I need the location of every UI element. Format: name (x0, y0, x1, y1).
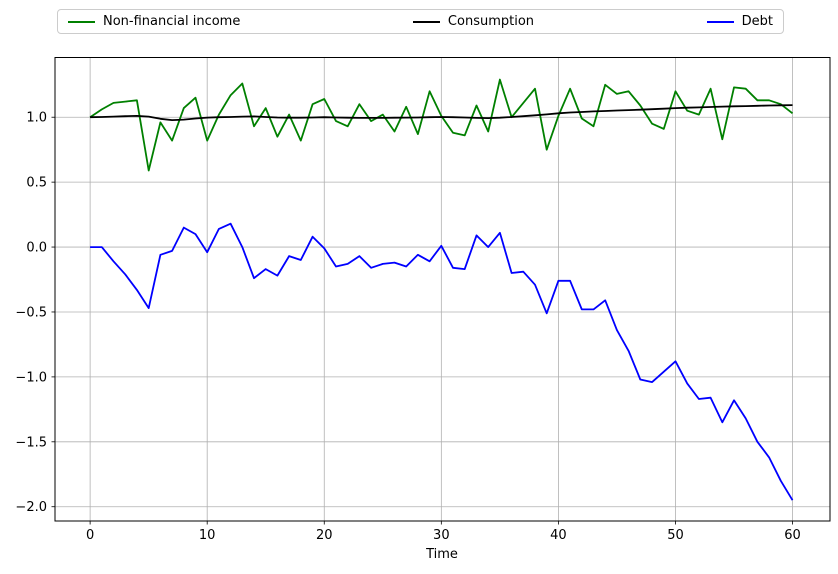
x-axis-title: Time (425, 547, 458, 562)
x-tick-label: 20 (316, 528, 333, 543)
y-tick-label: −0.5 (15, 305, 47, 320)
x-tick-label: 10 (199, 528, 216, 543)
y-tick-label: 0.5 (26, 176, 47, 191)
x-tick-label: 30 (433, 528, 450, 543)
y-tick-label: 1.0 (26, 111, 47, 126)
x-tick-label: 0 (86, 528, 94, 543)
legend: Non-financial income Consumption Debt (57, 9, 784, 34)
x-tick-label: 50 (667, 528, 684, 543)
series-line-consumption (90, 104, 793, 121)
axis-ticks: 0 10 20 30 40 50 60 1.0 0.5 0.0 −0.5 −1.0 −1.5 −2.0 (15, 111, 800, 543)
x-tick-label: 40 (550, 528, 567, 543)
legend-label: Consumption (447, 14, 535, 29)
y-tick-label: −1.0 (15, 370, 47, 385)
y-tick-label: −1.5 (15, 435, 47, 450)
x-tick-label: 60 (784, 528, 801, 543)
legend-line-swatch-black (412, 20, 440, 23)
legend-item-consumption: Consumption (412, 14, 535, 29)
series-line-debt (90, 222, 794, 501)
series-lines (89, 78, 794, 501)
legend-line-swatch-blue (706, 20, 734, 23)
legend-line-swatch-green (68, 20, 95, 23)
legend-item-non-financial-income: Non-financial income (68, 14, 240, 29)
axes-spines (54, 57, 831, 522)
y-tick-label: −2.0 (15, 500, 47, 515)
y-tick-label: 0.0 (26, 241, 47, 256)
series-line-non-financial-income (89, 78, 794, 172)
gridlines (55, 57, 830, 521)
legend-label: Non-financial income (103, 14, 241, 29)
legend-label: Debt (741, 14, 773, 29)
legend-item-debt: Debt (706, 14, 773, 29)
